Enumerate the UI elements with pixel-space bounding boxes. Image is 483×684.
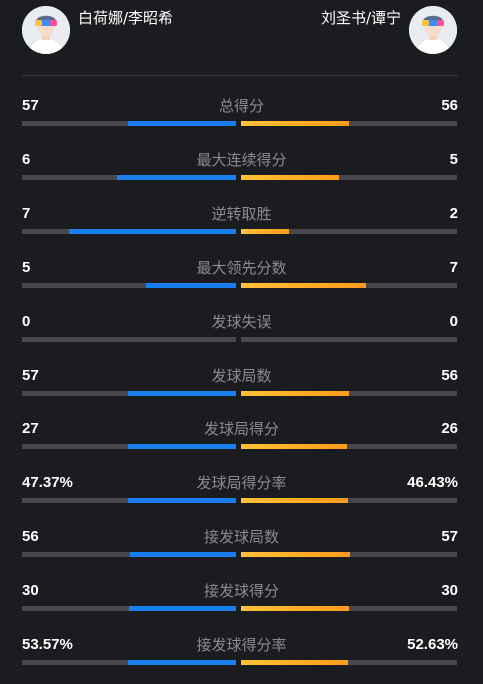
stat-label: 发球局得分率 (196, 474, 287, 493)
left-stat-bar (22, 282, 236, 288)
left-stat-value: 57 (22, 366, 39, 384)
left-stat-bar-fill (127, 121, 236, 126)
right-stat-bar-fill (241, 390, 349, 396)
right-player-name: 刘圣书/谭宁 (320, 9, 401, 27)
match-header: 白荷娜/李昭希 刘圣书/谭宁 (0, 0, 483, 76)
right-stat-value: 57 (441, 528, 458, 546)
left-stat-value: 0 (22, 312, 31, 330)
right-stat-bar (241, 660, 457, 665)
stat-label: 接发球得分 (203, 582, 279, 601)
right-stat-value: 56 (441, 97, 458, 114)
right-stat-value: 26 (441, 420, 458, 438)
right-stat-bar (241, 174, 457, 180)
stat-row: 47.37% 发球局得分率 46.43% (0, 474, 483, 514)
left-stat-value: 30 (22, 582, 39, 600)
left-stat-bar (22, 444, 236, 450)
left-player-name: 白荷娜/李昭希 (78, 9, 174, 27)
right-stat-bar-fill (241, 121, 349, 126)
right-stat-bar-fill (241, 660, 348, 665)
right-stat-bar-fill (241, 606, 349, 612)
left-stat-bar (22, 660, 236, 665)
left-stat-value: 47.37% (22, 474, 73, 492)
left-stat-value: 57 (22, 97, 39, 114)
right-stat-bar (241, 121, 457, 126)
stat-row: 53.57% 接发球得分率 52.63% (0, 636, 483, 676)
right-stat-bar-fill (241, 444, 347, 450)
left-stat-bar-fill (69, 228, 236, 234)
stat-row: 57 发球局数 56 (0, 367, 483, 407)
stat-row: 6 最大连续得分 5 (0, 151, 483, 191)
stat-row: 7 逆转取胜 2 (0, 205, 483, 245)
left-stat-bar-fill (130, 552, 236, 558)
right-stat-value: 7 (449, 258, 458, 276)
stat-label: 发球局数 (211, 366, 272, 385)
stat-label: 接发球得分率 (196, 636, 287, 654)
right-stat-bar-fill (241, 228, 289, 234)
left-stat-value: 56 (22, 528, 39, 546)
left-stat-value: 27 (22, 420, 39, 438)
left-stat-bar-fill (146, 282, 236, 288)
right-stat-bar-fill (241, 552, 351, 558)
left-stat-bar (22, 552, 236, 558)
right-stat-value: 52.63% (407, 636, 458, 653)
right-stat-value: 5 (449, 150, 458, 168)
right-stat-bar (241, 498, 457, 504)
right-stat-bar (241, 444, 457, 450)
right-stat-bar (241, 390, 457, 396)
avatar-person-icon (409, 6, 457, 54)
left-stat-bar-fill (127, 498, 236, 504)
stat-label: 最大领先分数 (196, 258, 287, 277)
right-stat-bar (241, 552, 457, 558)
right-stat-bar-fill (241, 174, 340, 180)
left-stat-bar-fill (127, 390, 236, 396)
stat-row: 0 发球失误 0 (0, 313, 483, 353)
left-stat-bar (22, 336, 236, 342)
right-stat-bar (241, 606, 457, 612)
left-stat-bar-fill (127, 444, 236, 450)
left-stat-value: 6 (22, 150, 31, 168)
left-stat-value: 7 (22, 204, 31, 222)
stat-label: 逆转取胜 (211, 204, 272, 223)
left-stat-value: 53.57% (22, 636, 73, 653)
stat-row: 27 发球局得分 26 (0, 420, 483, 460)
left-stat-bar (22, 498, 236, 504)
left-player-avatar[interactable] (22, 6, 70, 54)
right-stat-value: 0 (449, 312, 458, 330)
left-stat-bar (22, 606, 236, 612)
right-stat-value: 2 (449, 204, 458, 222)
stat-row: 56 接发球局数 57 (0, 528, 483, 568)
stat-label: 发球局得分 (203, 420, 279, 439)
left-stat-value: 5 (22, 258, 31, 276)
stat-label: 接发球局数 (203, 528, 279, 547)
left-stat-bar-fill (117, 174, 236, 180)
left-stat-bar (22, 390, 236, 396)
left-stat-bar-fill (129, 606, 236, 612)
right-stat-value: 46.43% (407, 474, 458, 492)
left-stat-bar (22, 121, 236, 126)
stat-row: 5 最大领先分数 7 (0, 259, 483, 299)
right-stat-bar-fill (241, 282, 367, 288)
right-stat-bar (241, 282, 457, 288)
stat-row: 57 总得分 56 (0, 97, 483, 137)
right-stat-value: 30 (441, 582, 458, 600)
stat-label: 最大连续得分 (196, 150, 287, 169)
right-stat-bar (241, 336, 457, 342)
right-player-avatar[interactable] (409, 6, 457, 54)
left-stat-bar (22, 174, 236, 180)
left-stat-bar (22, 228, 236, 234)
stat-label: 发球失误 (211, 312, 272, 331)
right-stat-bar-fill (241, 498, 348, 504)
right-stat-value: 56 (441, 366, 458, 384)
left-stat-bar-fill (127, 660, 236, 665)
stat-row: 30 接发球得分 30 (0, 582, 483, 622)
avatar-person-icon (22, 6, 70, 54)
stat-label: 总得分 (218, 97, 264, 115)
header-divider (22, 75, 458, 76)
right-stat-bar (241, 228, 457, 234)
